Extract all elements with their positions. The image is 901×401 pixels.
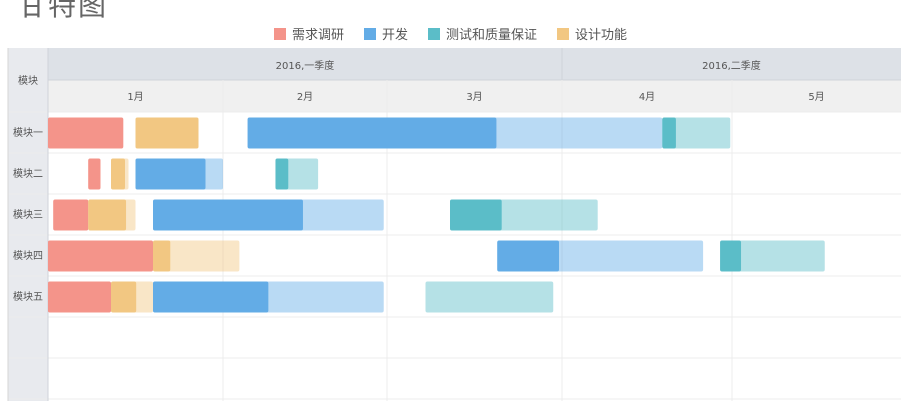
task-bar-progress (153, 240, 171, 272)
task-bar[interactable] (425, 281, 554, 313)
task-bar-progress (88, 199, 127, 231)
task-bar-progress (662, 117, 676, 149)
task-bar[interactable] (48, 240, 153, 272)
task-bar[interactable] (153, 281, 384, 313)
task-bar-progress (275, 158, 289, 190)
month-label: 2月 (297, 91, 313, 103)
task-bar-track (425, 281, 554, 313)
legend-item-design[interactable]: 设计功能 (557, 24, 627, 43)
task-bar-progress (48, 117, 124, 149)
task-bar[interactable] (48, 281, 111, 313)
task-bar[interactable] (88, 158, 101, 190)
task-bar-progress (48, 240, 153, 272)
legend-swatch (428, 27, 440, 40)
legend-swatch (273, 27, 286, 40)
task-bar-track (153, 240, 240, 272)
legend-label: 设计功能 (575, 28, 628, 43)
task-bar-progress (88, 158, 101, 190)
task-bar-track (662, 117, 731, 149)
task-bar-progress (111, 158, 125, 190)
quarter-label: 2016,二季度 (702, 59, 761, 72)
legend-item-testing[interactable]: 测试和质量保证 (428, 24, 537, 43)
task-bar-progress (135, 158, 206, 190)
grid (7, 48, 901, 401)
task-bar-progress (153, 281, 269, 313)
legend-item-requirements[interactable]: 需求调研 (273, 24, 344, 43)
task-bar-progress (111, 281, 137, 313)
quarter-label: 2016,一季度 (276, 59, 335, 72)
month-label: 4月 (639, 91, 655, 103)
task-bars (48, 117, 825, 313)
task-bar[interactable] (135, 158, 224, 190)
legend-swatch (363, 27, 376, 40)
task-bar[interactable] (662, 117, 731, 149)
timeline-headers: 2016,一季度 2016,二季度 1月 2月 3月 4月 5月 (127, 59, 824, 103)
task-bar-progress (153, 199, 303, 231)
task-bar[interactable] (111, 158, 129, 190)
month-label: 1月 (127, 91, 143, 103)
legend-label: 测试和质量保证 (446, 28, 538, 43)
row-label: 模块二 (13, 168, 43, 180)
quarter-header-band (48, 48, 901, 80)
task-bar-progress (247, 117, 497, 149)
row-label: 模块五 (13, 291, 43, 303)
row-label: 模块四 (13, 250, 43, 262)
task-bar-progress (720, 240, 742, 272)
row-label: 模块一 (13, 127, 43, 139)
legend-swatch (557, 27, 570, 40)
chart-title: 甘特图 (18, 0, 109, 22)
task-bar-progress (497, 240, 560, 272)
task-bar-track (720, 240, 825, 272)
task-bar[interactable] (111, 281, 153, 313)
task-bar[interactable] (497, 240, 704, 272)
month-label: 5月 (808, 91, 824, 103)
legend-label: 需求调研 (291, 28, 344, 43)
task-bar[interactable] (48, 117, 124, 149)
legend-item-development[interactable]: 开发 (363, 24, 408, 43)
row-label: 模块三 (13, 209, 43, 221)
month-header-band (48, 80, 901, 112)
task-bar[interactable] (88, 199, 136, 231)
task-bar[interactable] (247, 117, 663, 149)
task-bar[interactable] (153, 240, 240, 272)
legend-label: 开发 (381, 28, 408, 43)
task-bar-progress (53, 199, 89, 231)
task-bar[interactable] (720, 240, 825, 272)
corner-label: 模块 (18, 75, 38, 87)
task-bar-progress (135, 117, 199, 149)
task-bar[interactable] (135, 117, 199, 149)
row-header-column (8, 48, 48, 401)
task-bar[interactable] (53, 199, 89, 231)
task-bar-progress (450, 199, 502, 231)
task-bar-progress (48, 281, 111, 313)
task-bar[interactable] (275, 158, 319, 190)
month-label: 3月 (466, 91, 482, 103)
legend: 需求调研 开发 测试和质量保证 设计功能 (0, 24, 901, 43)
task-bar[interactable] (450, 199, 598, 231)
task-bar[interactable] (153, 199, 384, 231)
